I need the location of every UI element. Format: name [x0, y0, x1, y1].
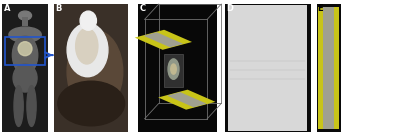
- Bar: [323, 7, 334, 129]
- Bar: [334, 7, 339, 129]
- Polygon shape: [144, 32, 183, 47]
- Ellipse shape: [171, 64, 176, 74]
- Ellipse shape: [9, 27, 41, 42]
- Bar: [228, 5, 307, 131]
- Text: A: A: [4, 4, 10, 13]
- Ellipse shape: [27, 86, 36, 126]
- Bar: [2, 4, 48, 132]
- Ellipse shape: [98, 91, 107, 103]
- Ellipse shape: [76, 28, 98, 64]
- Bar: [138, 4, 217, 132]
- Polygon shape: [158, 90, 215, 110]
- Text: E: E: [318, 4, 323, 13]
- Text: D: D: [226, 4, 233, 13]
- Bar: [54, 4, 128, 132]
- Ellipse shape: [58, 81, 125, 126]
- Ellipse shape: [18, 11, 32, 20]
- Polygon shape: [167, 92, 207, 107]
- Ellipse shape: [14, 86, 23, 126]
- Bar: [22, 17, 28, 26]
- Text: B: B: [56, 4, 62, 13]
- Ellipse shape: [67, 30, 123, 113]
- Ellipse shape: [12, 36, 38, 74]
- Ellipse shape: [67, 23, 108, 77]
- Bar: [225, 4, 311, 132]
- Ellipse shape: [168, 59, 179, 79]
- Bar: [318, 7, 323, 129]
- Ellipse shape: [18, 42, 32, 56]
- Ellipse shape: [13, 64, 37, 92]
- Text: C: C: [140, 4, 146, 13]
- Ellipse shape: [80, 11, 96, 30]
- Polygon shape: [135, 30, 192, 50]
- Bar: [164, 54, 183, 87]
- Bar: [5, 37, 45, 65]
- Bar: [317, 4, 341, 132]
